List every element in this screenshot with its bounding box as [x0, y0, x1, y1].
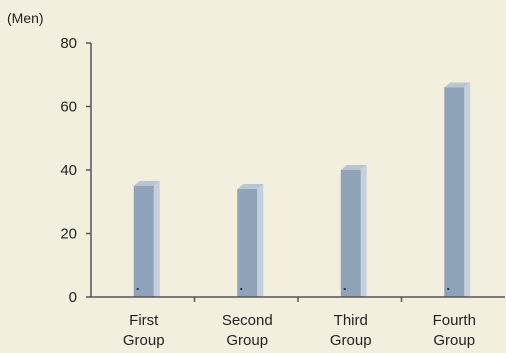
labels-layer: 0 20 40 60 80 First Group Second Group Third Group…	[60, 35, 476, 349]
bar	[340, 165, 367, 297]
y-tick-label: 20	[60, 226, 77, 243]
x-category-label: First Group	[123, 312, 165, 349]
bar-top-face	[444, 82, 471, 88]
bar	[444, 82, 471, 297]
bar-base-marker	[343, 288, 346, 290]
y-tick-label: 80	[60, 35, 77, 52]
bars-layer	[133, 82, 471, 297]
y-tick-label: 0	[69, 289, 77, 306]
bar-front-face	[340, 170, 361, 297]
y-tick-label: 60	[60, 99, 77, 116]
bar	[133, 180, 160, 297]
bar-side-face	[257, 184, 264, 297]
x-category-label: Third Group	[330, 312, 372, 349]
y-unit-label: (Men)	[7, 10, 44, 26]
bar-front-face	[444, 87, 465, 297]
bar-top-face	[340, 165, 367, 170]
x-category-label: Fourth Group	[433, 312, 476, 349]
bar-side-face	[360, 165, 367, 297]
bar-front-face	[133, 185, 154, 297]
bar-base-marker	[447, 288, 450, 290]
bar-top-face	[237, 184, 264, 190]
bar-base-marker	[240, 288, 243, 290]
bar	[237, 184, 264, 297]
bar-side-face	[464, 82, 471, 297]
bar-side-face	[153, 180, 160, 297]
bar-top-face	[133, 180, 160, 186]
bar-front-face	[237, 189, 258, 297]
y-tick-label: 40	[60, 162, 77, 179]
x-category-label: Second Group	[222, 312, 273, 349]
bar-base-marker	[136, 288, 139, 290]
axis-layer	[86, 42, 505, 302]
